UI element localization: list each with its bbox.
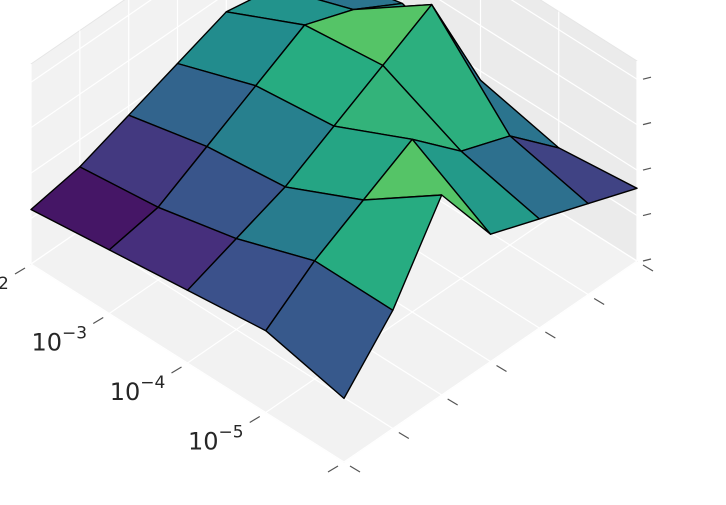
grid-line xyxy=(30,0,638,174)
grid-line xyxy=(343,260,638,463)
surface-patch xyxy=(265,260,394,400)
grid-line xyxy=(265,211,560,413)
alpha-tick-mark xyxy=(593,297,605,306)
beta-tick-label: 10−3 xyxy=(31,324,87,357)
beta-tick-label: 10−2 xyxy=(0,274,9,307)
alpha-tick-mark xyxy=(496,364,507,373)
alpha-tick-mark xyxy=(398,431,410,440)
grid-line xyxy=(30,0,638,83)
beta-tick-mark xyxy=(14,267,26,275)
z-tick-mark xyxy=(642,212,652,217)
beta-tick-mark xyxy=(327,465,339,473)
z-tick-mark xyxy=(642,122,652,126)
z-tick-mark xyxy=(642,167,652,171)
alpha-tick-mark xyxy=(642,264,654,272)
alpha-tick-mark xyxy=(349,465,361,473)
beta-tick-label: 10−4 xyxy=(110,373,166,406)
alpha-tick-mark xyxy=(447,398,458,406)
beta-tick-mark xyxy=(249,415,261,424)
z-tick-mark xyxy=(642,76,652,80)
z-tick-mark xyxy=(642,258,652,262)
grid-line xyxy=(30,0,638,129)
beta-tick-label: 10−5 xyxy=(188,423,244,456)
alpha-tick-mark xyxy=(545,331,556,339)
beta-tick-mark xyxy=(171,366,182,374)
beta-tick-mark xyxy=(92,316,104,325)
